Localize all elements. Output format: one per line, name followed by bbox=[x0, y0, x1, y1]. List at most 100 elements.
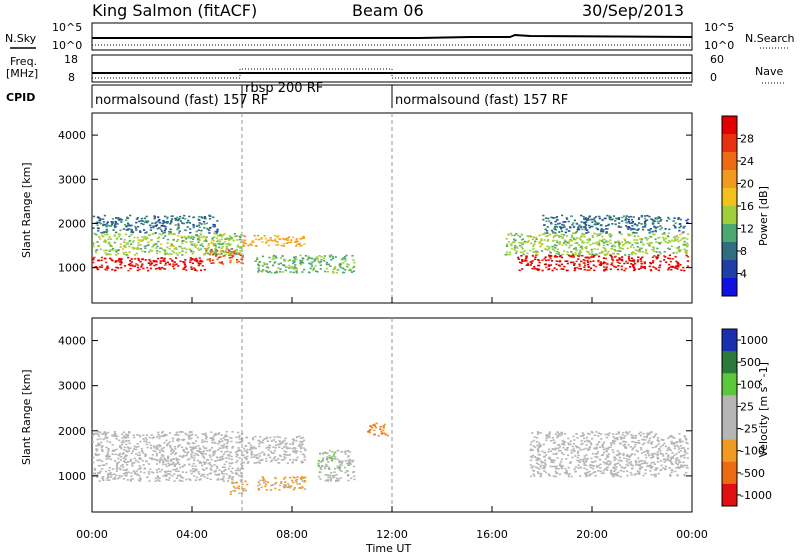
heatmap-cell bbox=[595, 253, 598, 256]
heatmap-cell bbox=[204, 432, 207, 435]
heatmap-cell bbox=[189, 446, 192, 448]
heatmap-cell bbox=[545, 471, 548, 474]
heatmap-cell bbox=[543, 467, 546, 470]
heatmap-cell bbox=[574, 466, 578, 468]
heatmap-cell bbox=[621, 216, 624, 219]
heatmap-cell bbox=[251, 241, 254, 243]
heatmap-cell bbox=[114, 254, 118, 256]
heatmap-cell bbox=[186, 458, 189, 461]
heatmap-cell bbox=[192, 225, 195, 227]
heatmap-cell bbox=[567, 242, 570, 244]
heatmap-cell bbox=[612, 441, 615, 444]
heatmap-cell bbox=[345, 254, 348, 257]
heatmap-cell bbox=[550, 461, 553, 463]
heatmap-cell bbox=[178, 251, 181, 254]
heatmap-cell bbox=[92, 227, 95, 229]
heatmap-cell bbox=[600, 438, 603, 440]
heatmap-cell bbox=[559, 449, 562, 452]
heatmap-cell bbox=[308, 271, 311, 274]
heatmap-cell bbox=[614, 458, 617, 460]
heatmap-cell bbox=[657, 222, 660, 225]
heatmap-cell bbox=[287, 260, 290, 262]
heatmap-cell bbox=[373, 425, 376, 427]
heatmap-cell bbox=[293, 259, 297, 262]
heatmap-cell bbox=[520, 234, 523, 236]
heatmap-cell bbox=[301, 271, 304, 273]
heatmap-cell bbox=[198, 461, 201, 463]
heatmap-cell bbox=[667, 446, 671, 449]
colorbar-segment bbox=[722, 483, 737, 507]
heatmap-cell bbox=[145, 231, 148, 233]
heatmap-cell bbox=[635, 464, 638, 466]
heatmap-cell bbox=[109, 257, 112, 260]
heatmap-cell bbox=[289, 270, 292, 273]
heatmap-cell bbox=[672, 266, 675, 268]
heatmap-cell bbox=[181, 456, 184, 458]
cpid-label: CPID bbox=[6, 91, 35, 104]
heatmap-cell bbox=[548, 457, 552, 460]
heatmap-cell bbox=[545, 259, 548, 262]
heatmap-cell bbox=[147, 220, 150, 223]
heatmap-cell bbox=[220, 434, 223, 436]
heatmap-cell bbox=[659, 225, 662, 227]
heatmap-cell bbox=[162, 461, 165, 464]
heatmap-cell bbox=[679, 444, 683, 447]
heatmap-cell bbox=[205, 248, 208, 251]
heatmap-cell bbox=[670, 245, 673, 247]
y-axis-label: Slant Range [km] bbox=[20, 162, 33, 258]
heatmap-cell bbox=[629, 446, 632, 448]
heatmap-cell bbox=[239, 467, 242, 470]
heatmap-cell bbox=[281, 271, 285, 273]
heatmap-cell bbox=[189, 469, 192, 472]
heatmap-cell bbox=[614, 466, 617, 469]
heatmap-cell bbox=[209, 250, 212, 252]
heatmap-cell bbox=[96, 448, 99, 451]
heatmap-cell bbox=[555, 468, 558, 470]
heatmap-cell bbox=[599, 262, 602, 265]
heatmap-cell bbox=[636, 463, 640, 466]
heatmap-cell bbox=[529, 464, 532, 466]
heatmap-cell bbox=[107, 238, 110, 240]
heatmap-cell bbox=[267, 244, 270, 247]
heatmap-cell bbox=[519, 235, 522, 238]
heatmap-cell bbox=[218, 261, 221, 264]
heatmap-cell bbox=[134, 258, 137, 260]
heatmap-cell bbox=[568, 244, 571, 247]
heatmap-cell bbox=[608, 216, 611, 219]
heatmap-cell bbox=[649, 470, 652, 472]
heatmap-cell bbox=[194, 468, 197, 470]
heatmap-cell bbox=[677, 446, 680, 448]
heatmap-cell bbox=[318, 261, 321, 264]
heatmap-cell bbox=[117, 233, 120, 235]
heatmap-cell bbox=[129, 259, 132, 262]
heatmap-cell bbox=[605, 467, 608, 469]
heatmap-cell bbox=[130, 261, 133, 263]
heatmap-cell bbox=[352, 259, 355, 261]
heatmap-cell bbox=[121, 453, 124, 455]
heatmap-cell bbox=[686, 245, 689, 248]
heatmap-cell bbox=[147, 262, 150, 264]
heatmap-cell bbox=[685, 441, 688, 444]
heatmap-cell bbox=[155, 436, 159, 438]
heatmap-cell bbox=[558, 241, 561, 243]
heatmap-cell bbox=[107, 473, 110, 476]
heatmap-cell bbox=[538, 468, 541, 470]
heatmap-cell bbox=[96, 227, 100, 229]
heatmap-cell bbox=[168, 248, 171, 250]
heatmap-cell bbox=[92, 456, 95, 459]
heatmap-cell bbox=[227, 242, 230, 245]
heatmap-cell bbox=[641, 237, 644, 240]
heatmap-cell bbox=[677, 247, 680, 250]
heatmap-cell bbox=[309, 267, 312, 270]
heatmap-cell bbox=[578, 447, 581, 449]
heatmap-cell bbox=[526, 241, 530, 243]
heatmap-cell bbox=[157, 216, 160, 218]
heatmap-cell bbox=[605, 462, 608, 465]
heatmap-cell bbox=[230, 437, 233, 439]
heatmap-cell bbox=[684, 449, 687, 451]
heatmap-cell bbox=[635, 462, 638, 464]
heatmap-cell bbox=[283, 245, 286, 247]
heatmap-cell bbox=[605, 436, 608, 439]
heatmap-cell bbox=[661, 233, 664, 235]
heatmap-cell bbox=[560, 467, 563, 470]
